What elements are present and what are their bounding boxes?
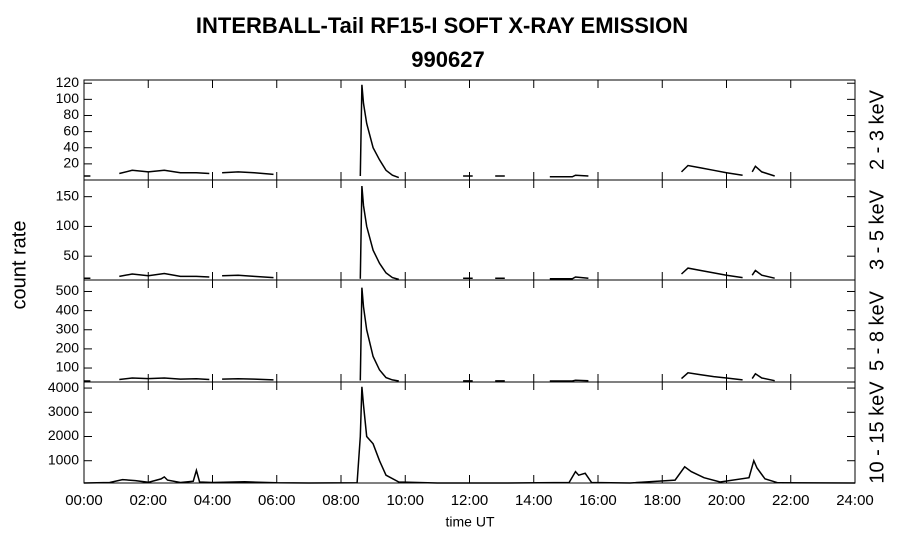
y-tick-label: 300 — [56, 320, 80, 336]
y-tick-label: 200 — [56, 340, 80, 356]
x-tick-label: 14:00 — [515, 492, 553, 509]
series-line — [84, 185, 775, 281]
y-tick-label: 50 — [63, 247, 79, 263]
y-tick-label: 100 — [56, 359, 80, 375]
y-tick-label: 60 — [63, 122, 79, 138]
x-tick-label: 04:00 — [194, 492, 232, 509]
y-tick-label: 120 — [56, 74, 80, 90]
panel-frame — [83, 179, 856, 281]
y-tick-label: 400 — [56, 301, 80, 317]
panel-label: 10 - 15 keV — [866, 381, 888, 484]
panel-frame — [83, 381, 856, 484]
panel-label: 3 - 5 keV — [866, 189, 888, 270]
y-axis-label: count rate — [8, 221, 30, 310]
x-tick-label: 22:00 — [772, 492, 810, 509]
x-tick-label: 02:00 — [129, 492, 167, 509]
x-tick-label: 24:00 — [836, 492, 874, 509]
y-tick-label: 500 — [56, 282, 80, 298]
y-tick-label: 150 — [56, 187, 80, 203]
y-tick-label: 3000 — [48, 403, 79, 419]
x-tick-label: 08:00 — [322, 492, 360, 509]
y-tick-label: 100 — [56, 90, 80, 106]
y-tick-label: 20 — [63, 155, 79, 171]
x-axis-label: time UT — [446, 514, 495, 530]
x-tick-label: 00:00 — [65, 492, 103, 509]
y-tick-label: 80 — [63, 106, 79, 122]
chart-title: INTERBALL-Tail RF15-I SOFT X-RAY EMISSIO… — [196, 13, 688, 38]
y-tick-label: 40 — [63, 138, 79, 154]
series-line — [84, 84, 775, 179]
x-tick-label: 06:00 — [258, 492, 296, 509]
panel-label: 5 - 8 keV — [866, 290, 888, 371]
x-tick-label: 18:00 — [643, 492, 681, 509]
y-tick-label: 100 — [56, 217, 80, 233]
y-tick-label: 1000 — [48, 451, 79, 467]
panel-label: 2 - 3 keV — [866, 89, 888, 170]
chart-subtitle: 990627 — [411, 47, 484, 72]
y-tick-label: 2000 — [48, 427, 79, 443]
x-tick-label: 12:00 — [451, 492, 489, 509]
y-tick-label: 4000 — [48, 379, 79, 395]
panel-frame — [83, 279, 856, 383]
x-tick-label: 16:00 — [579, 492, 617, 509]
series-line — [83, 386, 856, 484]
x-tick-label: 10:00 — [386, 492, 424, 509]
x-tick-label: 20:00 — [708, 492, 746, 509]
panel-frame — [83, 79, 856, 181]
series-line — [84, 287, 775, 382]
